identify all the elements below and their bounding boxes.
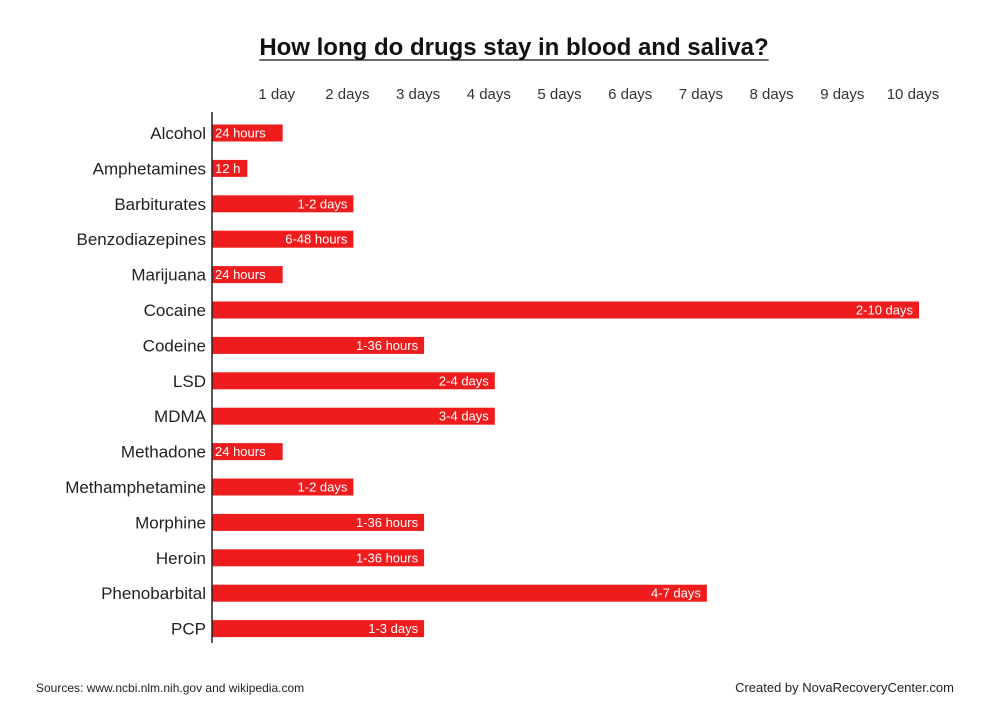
x-tick-label-8: 8 days xyxy=(749,86,793,103)
x-tick-label-6: 6 days xyxy=(608,86,652,103)
category-label-2: Amphetamines xyxy=(93,159,206,178)
x-tick-label-2: 2 days xyxy=(325,86,369,103)
bar-14 xyxy=(212,584,707,602)
bar-11 xyxy=(212,478,354,496)
bar-label-3: 1-2 days xyxy=(298,196,348,211)
x-tick-labels: 1 day 2 days 3 days 4 days 5 days 6 days 7 day… xyxy=(258,86,939,103)
bar-5 xyxy=(212,266,283,284)
category-label-14: Phenobarbital xyxy=(101,584,206,603)
category-label-13: Heroin xyxy=(156,549,206,568)
bar-6 xyxy=(212,301,919,319)
category-label-3: Barbiturates xyxy=(114,195,206,214)
bar-label-12: 1-36 hours xyxy=(356,515,419,530)
bar-1 xyxy=(212,124,283,142)
category-label-1: Alcohol xyxy=(150,124,206,143)
bar-10 xyxy=(212,443,283,461)
bar-9 xyxy=(212,407,495,425)
category-labels: Alcohol Amphetamines Barbiturates Benzodiaz… xyxy=(65,124,206,639)
bar-chart: How long do drugs stay in blood and sali… xyxy=(65,34,939,643)
category-label-10: Methadone xyxy=(121,443,206,462)
x-tick-label-5: 5 days xyxy=(537,86,581,103)
bar-12 xyxy=(212,513,425,531)
bar-label-4: 6-48 hours xyxy=(285,232,348,247)
category-label-4: Benzodiazepines xyxy=(77,230,206,249)
bar-2 xyxy=(212,159,248,177)
category-label-15: PCP xyxy=(171,620,206,639)
category-label-5: Marijuana xyxy=(131,266,206,285)
bar-7 xyxy=(212,336,425,354)
bar-label-8: 2-4 days xyxy=(439,373,489,388)
bar-4 xyxy=(212,230,354,248)
x-tick-label-7: 7 days xyxy=(679,86,723,103)
x-tick-label-3: 3 days xyxy=(396,86,440,103)
category-label-6: Cocaine xyxy=(144,301,206,320)
x-tick-label-9: 9 days xyxy=(820,86,864,103)
bar-label-14: 4-7 days xyxy=(651,586,701,601)
bar-label-11: 1-2 days xyxy=(298,480,348,495)
credit-note: Created by NovaRecoveryCenter.com xyxy=(735,680,954,695)
bar-label-15: 1-3 days xyxy=(368,621,418,636)
bar-3 xyxy=(212,195,354,213)
bar-15 xyxy=(212,620,425,638)
x-tick-label-4: 4 days xyxy=(467,86,511,103)
bars: 24 hours 12 h 1-2 days 6-48 hours 24 hours 2-… xyxy=(212,124,919,638)
bar-label-10: 24 hours xyxy=(215,444,266,459)
category-label-8: LSD xyxy=(173,372,206,391)
x-tick-label-10: 10 days xyxy=(887,86,940,103)
category-label-12: Morphine xyxy=(135,513,206,532)
sources-note: Sources: www.ncbi.nlm.nih.gov and wikipe… xyxy=(36,681,305,695)
bar-label-5: 24 hours xyxy=(215,267,266,282)
bar-label-2: 12 h xyxy=(215,161,240,176)
bar-label-13: 1-36 hours xyxy=(356,550,419,565)
bar-8 xyxy=(212,372,495,390)
bar-label-9: 3-4 days xyxy=(439,409,489,424)
category-label-7: Codeine xyxy=(143,336,206,355)
bar-label-6: 2-10 days xyxy=(856,303,914,318)
chart-title: How long do drugs stay in blood and sali… xyxy=(259,34,768,61)
category-label-9: MDMA xyxy=(154,407,207,426)
bar-label-7: 1-36 hours xyxy=(356,338,419,353)
bar-label-1: 24 hours xyxy=(215,126,266,141)
bar-13 xyxy=(212,549,425,567)
category-label-11: Methamphetamine xyxy=(65,478,206,497)
x-tick-label-1: 1 day xyxy=(258,86,295,103)
